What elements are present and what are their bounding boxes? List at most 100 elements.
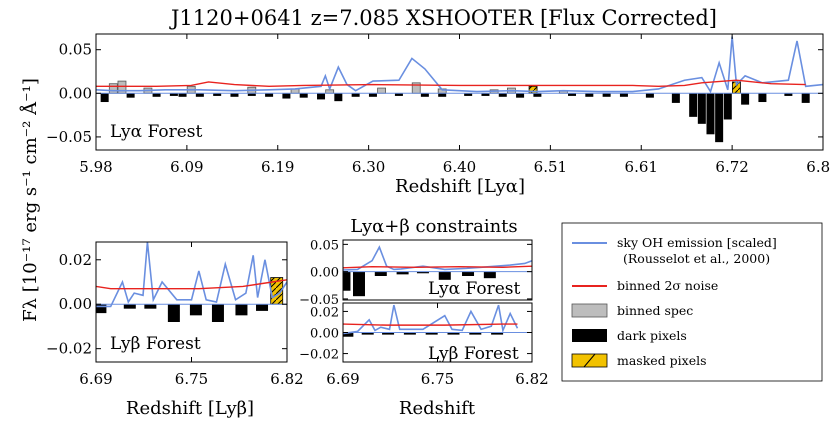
- lyb-dark-bar: [211, 304, 224, 322]
- lya-constraint-annotation: Lyα Forest: [428, 279, 520, 299]
- top-xtick-label: 6.30: [352, 158, 385, 176]
- top-binned-bar: [377, 87, 387, 94]
- legend-dark-label: dark pixels: [617, 328, 687, 343]
- top-dark-bar: [671, 93, 680, 103]
- lyb-dark-bar: [167, 304, 180, 322]
- top-dark-bar: [585, 93, 594, 97]
- top-dark-bar: [602, 93, 611, 97]
- top-masked-hatch: [732, 81, 741, 94]
- panel-lyb-constraint: 0.02 0.00 −0.02 6.69 6.75 6.82 Redshift Lyβ For…: [299, 302, 549, 419]
- top-dark-bar: [195, 93, 204, 97]
- top-ytick-label: 0.00: [59, 84, 92, 102]
- lya-constraint-frame: [342, 239, 533, 301]
- lyb-plot-area: [96, 242, 287, 322]
- top-dark-bar: [784, 93, 793, 96]
- lyb-annotation: Lyβ Forest: [110, 334, 201, 354]
- lyb-constraint-noise-line: [343, 323, 518, 326]
- lya-constraint-noise-line: [343, 265, 532, 269]
- constraints-title: Lyα+β constraints: [350, 216, 517, 237]
- lyb-constraint-dark-bar: [447, 332, 460, 335]
- top-xtick-label: 6.61: [625, 158, 658, 176]
- lya-constraint-dark-bar: [396, 271, 409, 275]
- top-dark-bar: [619, 93, 628, 97]
- lyb-constraint-dark-bar: [403, 332, 416, 335]
- top-dark-bar: [169, 93, 178, 96]
- top-dark-bar: [568, 93, 577, 96]
- lya-constraint-sky-line: [343, 245, 532, 271]
- top-dark-bar: [152, 93, 161, 97]
- lyb-dark-bar: [189, 304, 202, 316]
- top-dark-bar: [706, 93, 715, 135]
- top-dark-bar: [464, 93, 473, 96]
- top-dark-bar: [299, 93, 308, 98]
- lyb-constraint-plot-area: [343, 304, 532, 337]
- top-dark-bar: [420, 93, 429, 97]
- lyb-constraint-x-axis-label: Redshift: [399, 398, 476, 419]
- legend-sky-label: sky OH emission [scaled]: [617, 235, 777, 250]
- y-axis-label: Fλ [10⁻¹⁷ erg s⁻¹ cm⁻² Å⁻¹]: [19, 78, 41, 322]
- lyb-dark-bar: [144, 304, 157, 309]
- lyb-constraint-ytick-label: −0.02: [299, 348, 339, 363]
- lya-constraint-ytick-label: 0.00: [310, 266, 339, 281]
- panel-lya-constraint: 0.05 0.00 −0.05 Lyα Forest: [299, 238, 533, 308]
- legend-binned-label: binned spec: [617, 303, 693, 318]
- top-xtick-label: 6.51: [534, 158, 567, 176]
- legend-binned-swatch: [571, 303, 608, 318]
- lyb-constraint-dark-bar: [343, 332, 354, 337]
- top-dark-bar: [533, 93, 542, 97]
- top-x-axis-label: Redshift [Lyα]: [395, 176, 525, 197]
- lyb-dark-bar: [256, 304, 269, 311]
- top-binned-bar: [108, 83, 118, 94]
- top-xtick-label: 6.82: [806, 158, 830, 176]
- lya-constraint-dark-bar: [462, 271, 475, 276]
- lyb-ytick-label: −0.02: [46, 340, 92, 358]
- top-dark-bar: [758, 93, 767, 103]
- top-dark-bar: [368, 93, 377, 97]
- lya-constraint-dark-bar: [438, 271, 451, 280]
- top-dark-bar: [282, 93, 291, 99]
- panel-lyb-forest: 0.02 0.00 −0.02 6.69 6.75 6.82 Redshift [Lyβ] L…: [46, 241, 304, 419]
- lya-constraint-ytick-label: 0.05: [310, 238, 339, 253]
- lyb-sky-line: [96, 242, 287, 308]
- legend: sky OH emission [scaled] (Rousselot et a…: [561, 222, 823, 382]
- top-dark-bar: [697, 93, 706, 124]
- legend-dark-swatch: [572, 329, 607, 342]
- lyb-constraint-xtick-label: 6.69: [326, 370, 359, 388]
- top-dark-bar: [645, 93, 654, 98]
- top-dark-bar: [516, 93, 525, 98]
- lyb-ytick-label: 0.02: [59, 251, 92, 269]
- lyb-constraint-ytick-label: 0.00: [310, 327, 339, 342]
- lyb-constraint-sky-line: [343, 304, 519, 335]
- figure-title: J1120+0641 z=7.085 XSHOOTER [Flux Correc…: [169, 6, 717, 30]
- lyb-xtick-label: 6.69: [79, 370, 112, 388]
- lya-constraint-dark-bar: [343, 271, 351, 291]
- top-xtick-label: 6.72: [715, 158, 748, 176]
- lyb-constraint-xtick-label: 6.75: [421, 370, 454, 388]
- top-dark-bar: [715, 93, 724, 143]
- top-dark-bar: [498, 93, 507, 97]
- top-dark-bar: [247, 93, 256, 96]
- legend-noise-label: binned 2σ noise: [617, 278, 718, 293]
- top-dark-bar: [230, 93, 239, 97]
- top-sky-line: [96, 36, 823, 94]
- top-dark-bar: [334, 93, 343, 102]
- legend-masked-hatch: [583, 353, 596, 368]
- lya-constraint-ytick-label: −0.05: [299, 293, 339, 308]
- legend-sky-sublabel: (Rousselot et al., 2000): [623, 251, 770, 266]
- top-xtick-label: 6.09: [170, 158, 203, 176]
- lyb-constraint-ytick-label: 0.02: [310, 305, 339, 320]
- top-dark-bar: [723, 93, 732, 120]
- top-dark-bar: [481, 93, 490, 96]
- top-plot-area: [96, 36, 823, 143]
- top-dark-bar: [741, 93, 750, 105]
- lya-constraint-dark-bar: [374, 271, 387, 276]
- lyb-x-axis-label: Redshift [Lyβ]: [126, 398, 254, 419]
- top-dark-bar: [351, 93, 360, 97]
- lya-constraint-dark-bar: [483, 271, 496, 279]
- lya-constraint-dark-bar: [416, 271, 429, 274]
- lyb-dark-bar: [96, 304, 107, 314]
- lyb-constraint-dark-bar: [425, 332, 438, 335]
- top-xtick-label: 6.19: [261, 158, 294, 176]
- top-annotation: Lyα Forest: [110, 122, 202, 142]
